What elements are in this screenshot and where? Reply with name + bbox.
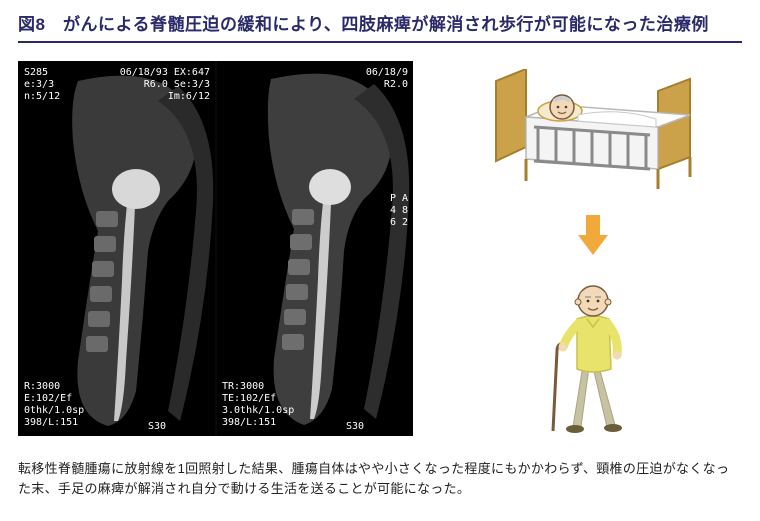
figure-content: S285 e:3/3 n:5/12 06/18/93 EX:647 R6.0 S… — [18, 61, 742, 441]
mri-right-bl-1: TE:102/Ef — [222, 393, 276, 404]
bed-illustration — [488, 69, 698, 199]
mri-right-bl-3: 398/L:151 — [222, 417, 276, 428]
illustration-column — [443, 61, 742, 441]
mri-image: S285 e:3/3 n:5/12 06/18/93 EX:647 R6.0 S… — [18, 61, 413, 436]
mri-left-bl-2: 0thk/1.0sp — [24, 405, 84, 416]
mri-left-tl-2: n:5/12 — [24, 91, 60, 102]
walking-patient-illustration — [533, 271, 653, 441]
arrow-down-icon — [576, 213, 610, 257]
mri-left-tr-0: 06/18/93 EX:647 — [120, 67, 210, 78]
mri-left-tr-1: R6.0 Se:3/3 — [144, 79, 210, 90]
mri-right-bc: S30 — [346, 421, 364, 432]
mri-right-bl-2: 3.0thk/1.0sp — [222, 405, 294, 416]
mri-right-mr-1: 4 8 — [390, 205, 408, 216]
mri-left-tr-2: Im:6/12 — [168, 91, 210, 102]
mri-right-tr-0: 06/18/9 — [366, 67, 408, 78]
mri-right-tr-1: R2.0 — [384, 79, 408, 90]
figure-caption: 転移性脊髄腫瘍に放射線を1回照射した結果、腫瘍自体はやや小さくなった程度にもかか… — [18, 459, 742, 499]
mri-right-mr-2: 6 2 — [390, 217, 408, 228]
mri-right-mr-0: P A — [390, 193, 408, 204]
mri-left-tl-0: S285 — [24, 67, 48, 78]
mri-left-bl-0: R:3000 — [24, 381, 60, 392]
mri-left-tl-1: e:3/3 — [24, 79, 54, 90]
mri-right-bl-0: TR:3000 — [222, 381, 264, 392]
mri-left-bl-1: E:102/Ef — [24, 393, 72, 404]
mri-left-bc: S30 — [148, 421, 166, 432]
figure-title: 図8 がんによる脊髄圧迫の緩和により、四肢麻痺が解消され歩行が可能になった治療例 — [18, 10, 742, 43]
mri-left-bl-3: 398/L:151 — [24, 417, 78, 428]
